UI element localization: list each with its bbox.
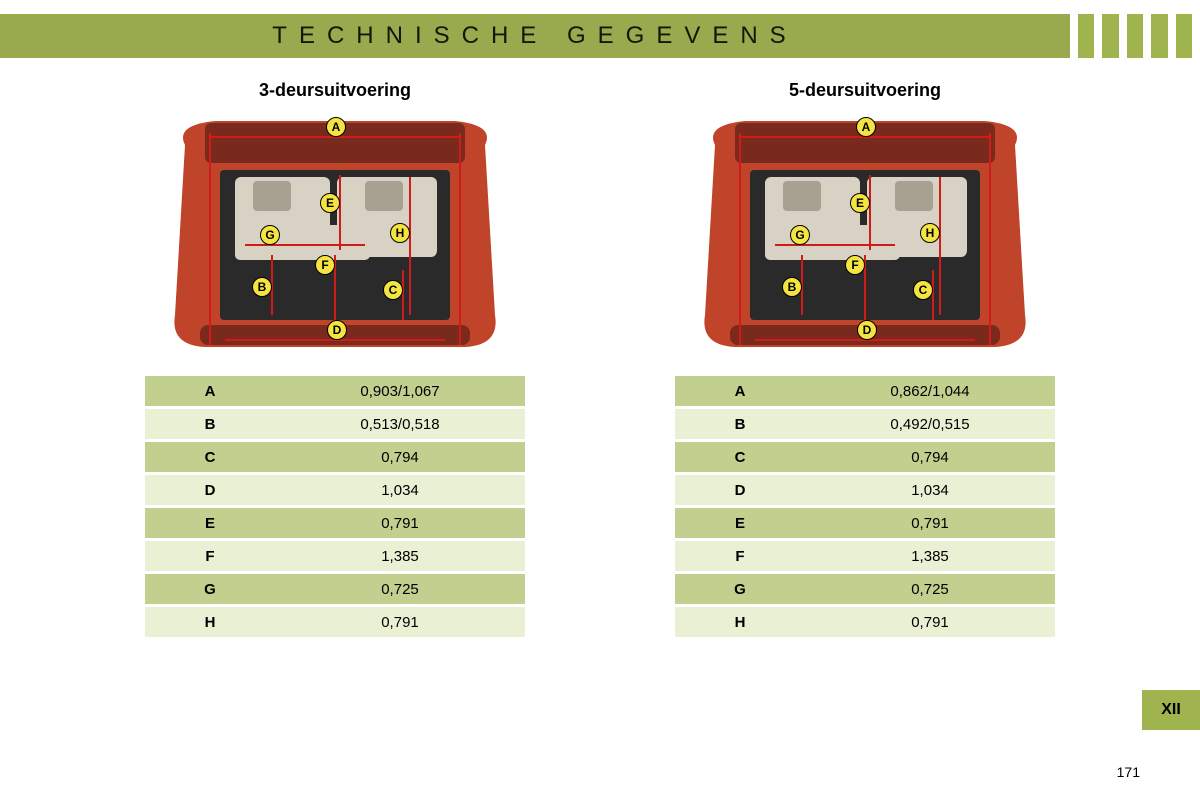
page-section-title: TECHNISCHE GEGEVENS <box>272 22 797 50</box>
left-trunk-diagram: A E G H F B C D <box>165 115 505 353</box>
table-row: H0,791 <box>145 607 525 637</box>
spec-key: C <box>675 442 805 472</box>
spec-key: A <box>145 376 275 406</box>
dimension-marker-b: B <box>782 277 802 297</box>
dimension-marker-f: F <box>845 255 865 275</box>
spec-key: E <box>145 508 275 538</box>
spec-value: 0,862/1,044 <box>805 376 1055 406</box>
spec-key: G <box>145 574 275 604</box>
spec-key: H <box>145 607 275 637</box>
spec-key: F <box>675 541 805 571</box>
spec-value: 0,791 <box>275 607 525 637</box>
spec-value: 0,794 <box>275 442 525 472</box>
dimension-marker-e: E <box>320 193 340 213</box>
spec-value: 0,903/1,067 <box>275 376 525 406</box>
dimension-marker-a: A <box>856 117 876 137</box>
dimension-marker-g: G <box>260 225 280 245</box>
table-row: D1,034 <box>675 475 1055 505</box>
dimension-marker-h: H <box>920 223 940 243</box>
table-row: F1,385 <box>145 541 525 571</box>
dimension-marker-c: C <box>913 280 933 300</box>
spec-key: C <box>145 442 275 472</box>
spec-key: D <box>675 475 805 505</box>
spec-value: 1,385 <box>805 541 1055 571</box>
dimension-marker-d: D <box>327 320 347 340</box>
right-column-title: 5-deursuitvoering <box>789 80 941 101</box>
spec-value: 1,034 <box>805 475 1055 505</box>
left-spec-table: A0,903/1,067B0,513/0,518C0,794D1,034E0,7… <box>145 373 525 640</box>
header-band: TECHNISCHE GEGEVENS <box>0 14 1200 58</box>
spec-key: A <box>675 376 805 406</box>
right-trunk-diagram: A E G H F B C D <box>695 115 1035 353</box>
dimension-marker-a: A <box>326 117 346 137</box>
header-main: TECHNISCHE GEGEVENS <box>0 14 1070 58</box>
spec-key: B <box>675 409 805 439</box>
spec-value: 0,791 <box>275 508 525 538</box>
spec-key: H <box>675 607 805 637</box>
spec-value: 1,385 <box>275 541 525 571</box>
dimension-marker-b: B <box>252 277 272 297</box>
dimension-marker-g: G <box>790 225 810 245</box>
spec-key: D <box>145 475 275 505</box>
table-row: F1,385 <box>675 541 1055 571</box>
dimension-marker-h: H <box>390 223 410 243</box>
spec-key: G <box>675 574 805 604</box>
table-row: D1,034 <box>145 475 525 505</box>
dimension-marker-c: C <box>383 280 403 300</box>
left-column: 3-deursuitvoering AEGHFBCD A0,903/1,067B… <box>125 80 545 640</box>
spec-value: 0,794 <box>805 442 1055 472</box>
table-row: G0,725 <box>145 574 525 604</box>
table-row: H0,791 <box>675 607 1055 637</box>
table-row: G0,725 <box>675 574 1055 604</box>
right-column: 5-deursuitvoering AEGHFBCD A0,862/1,044B… <box>655 80 1075 640</box>
table-row: E0,791 <box>675 508 1055 538</box>
spec-value: 1,034 <box>275 475 525 505</box>
spec-value: 0,513/0,518 <box>275 409 525 439</box>
right-spec-table: A0,862/1,044B0,492/0,515C0,794D1,034E0,7… <box>675 373 1055 640</box>
spec-key: F <box>145 541 275 571</box>
table-row: E0,791 <box>145 508 525 538</box>
spec-key: E <box>675 508 805 538</box>
dimension-marker-f: F <box>315 255 335 275</box>
content-area: 3-deursuitvoering AEGHFBCD A0,903/1,067B… <box>0 80 1200 640</box>
table-row: B0,492/0,515 <box>675 409 1055 439</box>
table-row: A0,903/1,067 <box>145 376 525 406</box>
table-row: C0,794 <box>145 442 525 472</box>
spec-value: 0,725 <box>275 574 525 604</box>
spec-value: 0,725 <box>805 574 1055 604</box>
chapter-tag: XII <box>1142 690 1200 730</box>
spec-value: 0,791 <box>805 607 1055 637</box>
spec-value: 0,791 <box>805 508 1055 538</box>
left-column-title: 3-deursuitvoering <box>259 80 411 101</box>
spec-value: 0,492/0,515 <box>805 409 1055 439</box>
page-number: 171 <box>1117 764 1140 780</box>
table-row: A0,862/1,044 <box>675 376 1055 406</box>
spec-key: B <box>145 409 275 439</box>
dimension-marker-d: D <box>857 320 877 340</box>
header-stripes <box>1070 14 1200 58</box>
dimension-marker-e: E <box>850 193 870 213</box>
table-row: C0,794 <box>675 442 1055 472</box>
table-row: B0,513/0,518 <box>145 409 525 439</box>
